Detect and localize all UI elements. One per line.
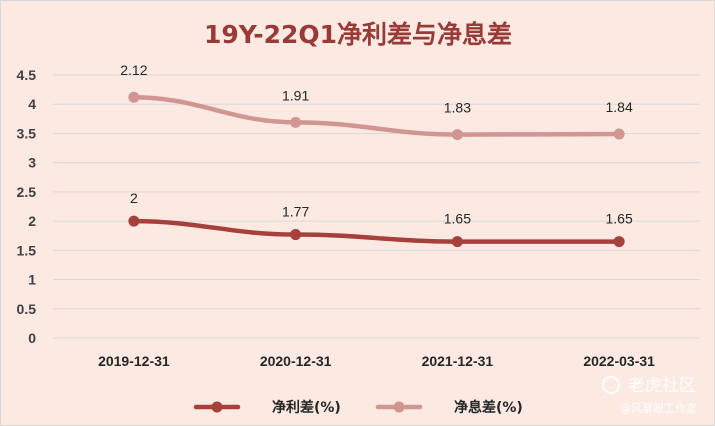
legend-label: 净利差(%) [272, 399, 341, 416]
watermark-brand: 老虎社区 [628, 376, 696, 396]
series-line-1 [131, 218, 622, 244]
y-tick-label: 3.5 [17, 125, 37, 141]
x-tick-label: 2021-12-31 [422, 353, 494, 369]
y-tick-label: 4.5 [17, 67, 37, 83]
chart-title: 19Y-22Q1净利差与净息差 [204, 20, 512, 49]
y-tick-label: 3 [28, 155, 36, 171]
y-tick-label: 0.5 [17, 301, 37, 317]
data-label: 1.65 [606, 211, 633, 227]
data-label: 1.65 [444, 211, 471, 227]
x-tick-label: 2019-12-31 [98, 353, 170, 369]
data-label: 2.12 [120, 62, 147, 78]
data-point [128, 215, 140, 227]
legend-swatch-marker [211, 401, 223, 413]
y-tick-label: 1.5 [17, 242, 37, 258]
data-point [290, 229, 302, 241]
data-point [613, 128, 625, 140]
legend-swatch-marker [393, 401, 405, 413]
data-label: 1.91 [282, 87, 309, 103]
data-label: 1.77 [282, 204, 309, 220]
y-tick-label: 2.5 [17, 184, 37, 200]
y-tick-label: 2 [28, 213, 36, 229]
data-point [290, 116, 302, 128]
y-tick-label: 0 [28, 330, 36, 346]
data-label: 1.83 [444, 100, 471, 116]
y-tick-label: 4 [28, 96, 36, 112]
x-tick-label: 2020-12-31 [260, 353, 332, 369]
series-line-2 [131, 94, 622, 137]
data-point [613, 236, 625, 248]
watermark-handle: @风暴眼工作室 [620, 401, 697, 415]
watermark: 老虎社区 @风暴眼工作室 [602, 376, 697, 415]
x-tick-label: 2022-03-31 [583, 353, 655, 369]
y-tick-label: 1 [28, 272, 36, 288]
legend-label: 净息差(%) [454, 399, 523, 416]
tiger-logo-icon [602, 376, 620, 394]
data-label: 2 [130, 190, 138, 206]
data-point [451, 236, 463, 248]
data-label: 1.84 [606, 99, 633, 115]
data-point [451, 129, 463, 141]
data-point [128, 91, 140, 103]
